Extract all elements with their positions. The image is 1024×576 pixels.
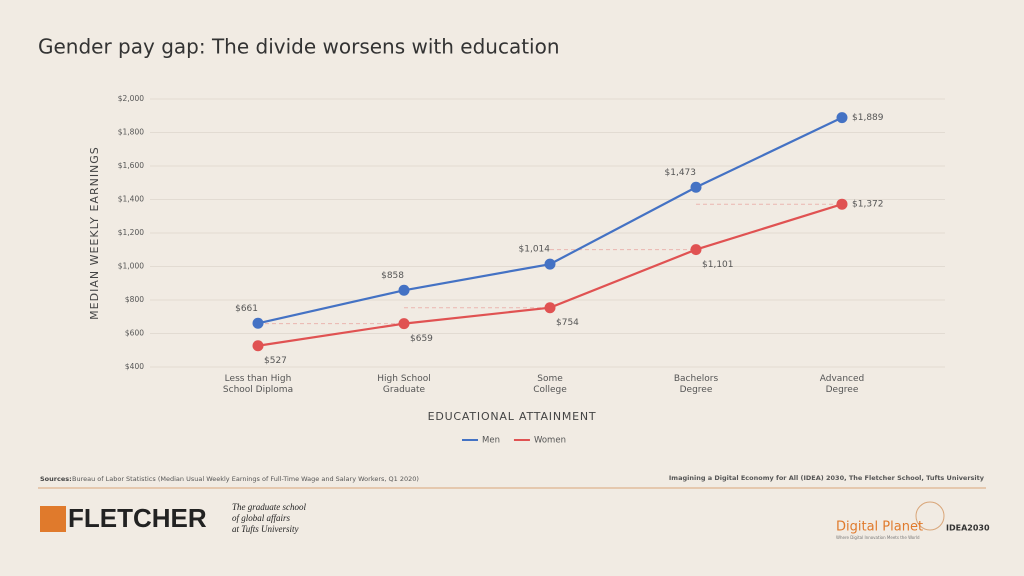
data-label: $858 [381,271,404,281]
data-label: $1,014 [519,245,551,255]
tagline: of global affairs [232,513,291,523]
data-label: $1,372 [852,200,884,210]
y-axis-title: MEDIAN WEEKLY EARNINGS [88,146,101,320]
globe [915,501,945,531]
x-tick-label: Some College [533,374,567,395]
data-label: $1,101 [702,260,734,270]
fletcher-logo: FLETCHER [68,503,207,533]
y-tick-label: $1,400 [118,195,144,204]
tagline: at Tufts University [232,524,299,534]
data-point [544,302,556,314]
data-label: $1,889 [852,113,884,123]
y-tick-label: $1,000 [118,262,144,271]
chart-title: Gender pay gap: The divide worsens with … [38,35,560,59]
x-tick-label: Advanced Degree [820,374,864,395]
x-tick-label: Less than High School Diploma [223,374,293,395]
data-point [836,112,848,124]
data-point [836,198,848,210]
data-label: $659 [410,334,433,344]
legend-label: Women [534,436,566,446]
x-axis-title: EDUCATIONAL ATTAINMENT [428,410,597,423]
legend-label: Men [482,436,500,446]
data-label: $527 [264,356,287,366]
x-tick-label: High School Graduate [377,374,430,395]
data-point [252,340,264,352]
idea-logo: IDEA2030 [946,524,990,533]
y-tick-label: $2,000 [118,94,144,103]
tagline: The graduate school [232,502,306,512]
data-point [690,244,702,256]
data-label: $754 [556,318,579,328]
y-tick-label: $1,200 [118,228,144,237]
credit: Imagining a Digital Economy for All (IDE… [669,474,985,482]
data-point [398,284,410,296]
digital-planet-sub: Where Digital Innovation Meets the World [836,535,920,540]
data-label: $661 [235,304,258,314]
data-point [690,181,702,193]
y-tick-label: $1,600 [118,161,144,170]
data-point [544,258,556,270]
data-point [252,317,264,329]
x-tick-label: Bachelors Degree [674,374,719,395]
fletcher-mark [40,506,66,532]
y-tick-label: $600 [125,329,144,338]
sources: Bureau of Labor Statistics (Median Usual… [72,475,419,483]
y-tick-label: $800 [125,295,144,304]
data-point [398,318,410,330]
y-tick-label: $400 [125,362,144,371]
y-tick-label: $1,800 [118,128,144,137]
sources-label: Sources: [40,475,72,483]
digital-planet-logo: Digital Planet [836,520,923,535]
data-label: $1,473 [665,168,697,178]
